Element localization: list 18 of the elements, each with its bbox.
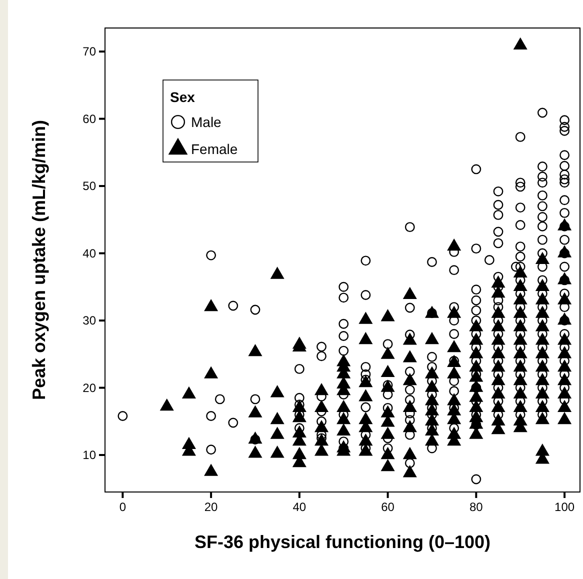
y-axis-title: Peak oxygen uptake (mL/kg/min) (29, 120, 49, 400)
y-tick-label: 40 (82, 246, 96, 260)
legend-label: Female (191, 141, 238, 157)
legend-title: Sex (170, 89, 196, 105)
y-tick-label: 20 (82, 380, 96, 395)
y-tick-label: 10 (82, 448, 96, 462)
y-tick-label: 70 (82, 44, 96, 59)
x-tick-label: 40 (292, 500, 306, 514)
x-tick-label: 80 (469, 500, 484, 514)
x-axis-title: SF-36 physical functioning (0–100) (194, 532, 491, 552)
x-tick-label: 60 (381, 500, 395, 514)
x-tick-label: 20 (204, 500, 218, 514)
y-tick-label: 50 (82, 179, 96, 194)
x-tick-label: 0 (119, 500, 126, 514)
x-tick-label: 100 (554, 500, 575, 514)
y-tick-label: 30 (82, 314, 96, 328)
legend-label: Male (191, 114, 222, 130)
y-tick-label: 60 (82, 112, 96, 126)
